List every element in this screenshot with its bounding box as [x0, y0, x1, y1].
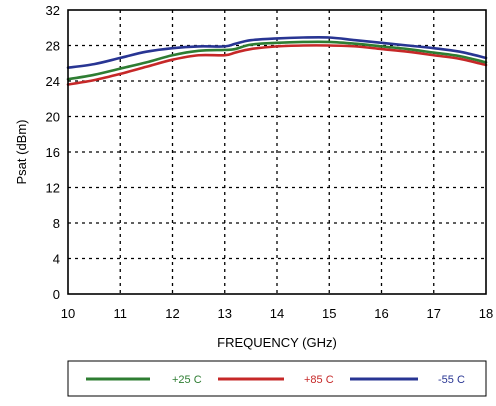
legend-label: -55 C: [438, 374, 465, 386]
grid-lines: [68, 10, 486, 294]
series-line: [66, 44, 488, 86]
x-axis-label: FREQUENCY (GHz): [217, 335, 337, 350]
y-tick-label: 8: [53, 216, 60, 231]
series-lines: [66, 35, 488, 86]
x-tick-label: 14: [270, 306, 284, 321]
y-tick-label: 12: [46, 181, 60, 196]
legend-label: +25 C: [172, 374, 202, 386]
x-tick-label: 10: [61, 306, 75, 321]
legend: +25 C +85 C -55 C: [67, 360, 487, 397]
y-tick-label: 0: [53, 287, 60, 302]
x-tick-label: 18: [479, 306, 493, 321]
x-tick-label: 15: [322, 306, 336, 321]
tick-labels: 10 11 12 13 14 15 16 17 18 0 4 8 12 16 20 24 28 32: [46, 3, 494, 321]
legend-items: +25 C +85 C -55 C: [86, 374, 465, 386]
x-tick-label: 17: [427, 306, 441, 321]
legend-label: +85 C: [304, 374, 334, 386]
y-axis-label: Psat (dBm): [14, 119, 29, 184]
plot-frame: [67, 9, 487, 295]
y-tick-label: 16: [46, 145, 60, 160]
series-line: [66, 40, 488, 81]
x-tick-label: 13: [218, 306, 232, 321]
series-line: [66, 35, 488, 69]
x-tick-label: 12: [165, 306, 179, 321]
x-tick-label: 16: [374, 306, 388, 321]
y-tick-label: 32: [46, 3, 60, 18]
y-tick-label: 24: [46, 74, 60, 89]
x-tick-label: 11: [114, 306, 128, 321]
y-tick-label: 20: [46, 110, 60, 125]
y-tick-label: 4: [53, 252, 60, 267]
y-tick-label: 28: [46, 39, 60, 54]
